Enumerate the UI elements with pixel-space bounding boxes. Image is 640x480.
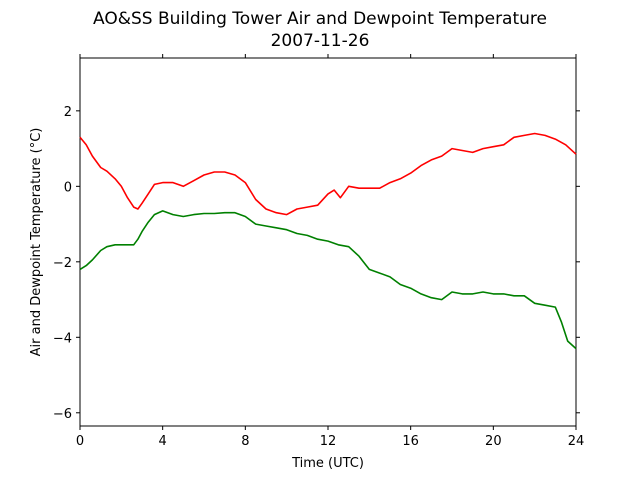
y-tick-label: −6 [53, 407, 72, 422]
series-line-1 [79, 132, 577, 216]
y-tick-label: −2 [53, 256, 72, 271]
x-tick-label: 4 [159, 434, 167, 449]
chart-subtitle: 2007-11-26 [271, 31, 370, 51]
y-axis-label: Air and Dewpoint Temperature (°C) [29, 128, 44, 357]
x-tick-label: 16 [402, 434, 419, 449]
x-tick-label: 8 [241, 434, 249, 449]
x-tick-label: 24 [568, 434, 585, 449]
chart-title: AO&SS Building Tower Air and Dewpoint Te… [93, 9, 547, 29]
plot-frame [79, 57, 577, 427]
x-tick-label: 20 [485, 434, 502, 449]
x-tick-label: 12 [320, 434, 337, 449]
y-tick-label: 2 [64, 105, 72, 120]
y-tick-label: 0 [64, 180, 72, 195]
plot-area [79, 57, 577, 427]
x-tick-label: 0 [76, 434, 84, 449]
series-line-2 [79, 210, 577, 350]
y-axis: −6 −4 −2 0 2 [53, 105, 580, 422]
x-axis: 0 4 8 12 16 20 24 [76, 54, 584, 449]
x-axis-label: Time (UTC) [291, 456, 364, 471]
y-tick-label: −4 [53, 331, 72, 346]
series-layer [79, 132, 577, 350]
